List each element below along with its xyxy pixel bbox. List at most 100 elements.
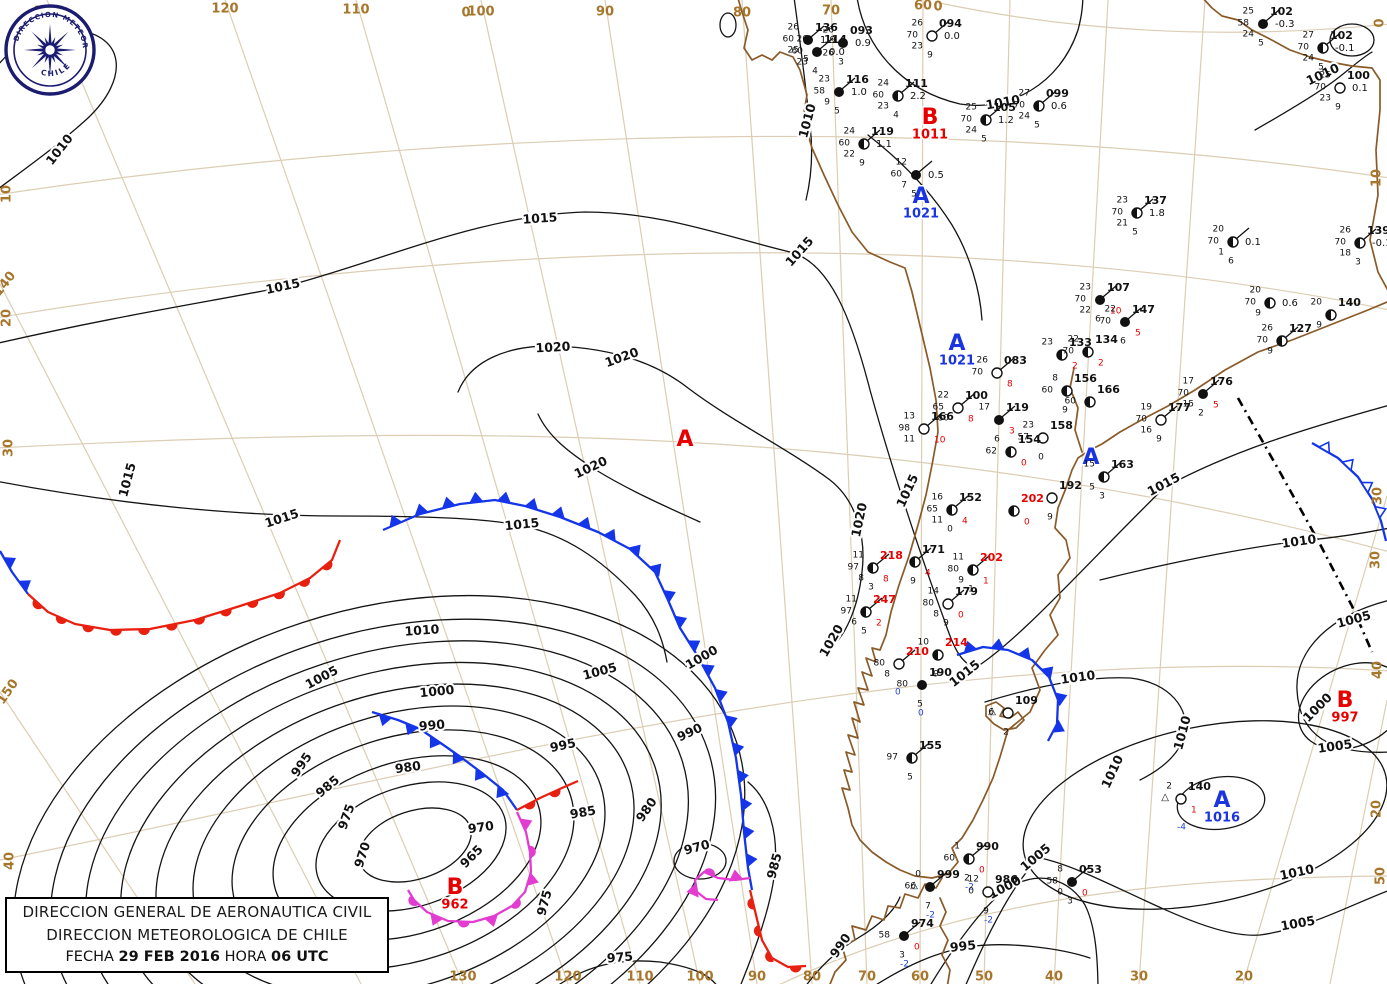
front-tooth-semicircle bbox=[82, 625, 95, 633]
station-visibility: 80 bbox=[948, 565, 960, 575]
station-cloud: 9 bbox=[983, 907, 989, 917]
grid-coordinate-label: 40 bbox=[1371, 661, 1386, 679]
grid-coordinate-label: 30 bbox=[1369, 551, 1384, 569]
grid-coordinate-label: 10 bbox=[0, 185, 15, 203]
isobar bbox=[965, 857, 1387, 984]
wind-barb bbox=[868, 597, 883, 610]
station-dewpoint: 23 bbox=[878, 102, 889, 112]
station-dewpoint: 9 bbox=[1316, 321, 1322, 331]
station-temp: 26 bbox=[912, 19, 924, 29]
wind-barb bbox=[934, 21, 949, 34]
station-visibility: 98 bbox=[899, 424, 911, 434]
station-value: 1.8 bbox=[1149, 208, 1165, 219]
station-cloud: 2 bbox=[1198, 409, 1204, 419]
grid-coordinate-label: 40 bbox=[1045, 970, 1063, 984]
front-tooth-semicircle bbox=[765, 951, 774, 963]
front-tooth-triangle bbox=[627, 544, 641, 558]
station-tendency-red: 5 bbox=[1213, 401, 1219, 411]
trough-front bbox=[1236, 397, 1374, 653]
pressure-center-value: 997 bbox=[1331, 711, 1358, 726]
isobar bbox=[0, 481, 668, 663]
isobar-value-label: 970 bbox=[467, 818, 495, 837]
front-tooth-triangle bbox=[441, 496, 457, 510]
station-circle bbox=[893, 658, 905, 670]
isobar-value-label: 970 bbox=[682, 836, 711, 857]
station-dewpoint: 24 bbox=[1019, 112, 1031, 122]
warm-front bbox=[27, 539, 342, 636]
front-tooth-semicircle bbox=[753, 925, 762, 937]
grid-coordinate-label: 60 bbox=[914, 0, 932, 14]
parallel-line bbox=[0, 135, 1387, 195]
front-tooth-semicircle bbox=[298, 578, 310, 587]
isobar-ring bbox=[315, 781, 507, 912]
isobar-value-label: 1000 bbox=[683, 642, 721, 673]
station-cloud: 1 bbox=[968, 585, 974, 595]
occluded-front-line bbox=[407, 811, 533, 924]
station-pressure: 140 bbox=[1338, 296, 1361, 309]
station-dewpoint: 8 bbox=[884, 670, 890, 680]
station-visibility: 58 bbox=[1238, 19, 1250, 29]
station-value: 1.9 bbox=[820, 35, 836, 46]
meridian-line bbox=[0, 283, 362, 984]
station-visibility: 70 bbox=[1257, 336, 1269, 346]
station-plot: 23 133 2 bbox=[1042, 336, 1092, 372]
station-pressure: 158 bbox=[1050, 419, 1073, 432]
station-circle bbox=[991, 367, 1003, 379]
station-visibility: 97 bbox=[887, 753, 898, 763]
isobar-value-label: 1015 bbox=[522, 209, 558, 226]
station-pressure: 986 bbox=[995, 873, 1018, 886]
wind-barb bbox=[841, 77, 856, 90]
isobar bbox=[740, 781, 777, 984]
front-tooth-semicircle bbox=[165, 623, 178, 631]
coastline bbox=[1069, 367, 1083, 453]
station-pressure: 156 bbox=[1074, 372, 1097, 385]
station-visibility: 97 bbox=[848, 563, 859, 573]
station-cloud: 3 bbox=[1099, 492, 1105, 502]
station-circle bbox=[1120, 317, 1130, 327]
station-dewpoint: 15 bbox=[1183, 400, 1194, 410]
wind-barb bbox=[960, 393, 975, 406]
front-tooth-triangle bbox=[496, 784, 510, 799]
station-pressure: 053 bbox=[1079, 863, 1102, 876]
front-tooth-triangle bbox=[1054, 692, 1068, 707]
station-circle-half bbox=[1006, 447, 1011, 457]
station-pressure: 147 bbox=[1132, 303, 1155, 316]
station-cloud: 5 bbox=[907, 773, 913, 783]
meridian-line bbox=[1053, 0, 1109, 984]
station-circle-half bbox=[1034, 101, 1039, 111]
parallel-line bbox=[0, 434, 1387, 552]
grid-coordinate-label: 20 bbox=[0, 309, 15, 327]
station-visibility: 65 bbox=[927, 505, 938, 515]
station-cloud: 9 bbox=[933, 670, 939, 680]
station-tendency-red: 3 bbox=[1009, 427, 1015, 437]
station-value-blue: -2 bbox=[984, 916, 993, 926]
station-cloud: 3 bbox=[868, 583, 874, 593]
grid-coordinate-label: 150 bbox=[0, 677, 22, 708]
station-dewpoint: 9 bbox=[1267, 347, 1273, 357]
isobar bbox=[0, 211, 1387, 669]
station-pressure: 218 bbox=[880, 549, 903, 562]
front-tooth-semicircle bbox=[549, 788, 561, 798]
cold-front bbox=[956, 638, 1068, 742]
station-dewpoint: 80 bbox=[938, 414, 950, 424]
station-cloud: 5 bbox=[911, 190, 917, 200]
station-tendency-red: 4 bbox=[962, 517, 968, 527]
station-temp: 25 bbox=[1320, 71, 1331, 81]
cold-front-line bbox=[956, 645, 1060, 742]
station-value: -0.3 bbox=[1275, 19, 1295, 30]
station-pressure: 192 bbox=[1059, 479, 1082, 492]
station-circle-half bbox=[859, 139, 864, 149]
isobar bbox=[537, 413, 701, 523]
station-dewpoint: 16 bbox=[1141, 426, 1153, 436]
station-pressure: 140 bbox=[1188, 780, 1211, 793]
front-tooth-semicircle bbox=[55, 615, 68, 624]
station-temp: 11 bbox=[853, 551, 864, 561]
station-circle bbox=[1037, 432, 1049, 444]
station-value: 0.9 bbox=[855, 38, 871, 49]
